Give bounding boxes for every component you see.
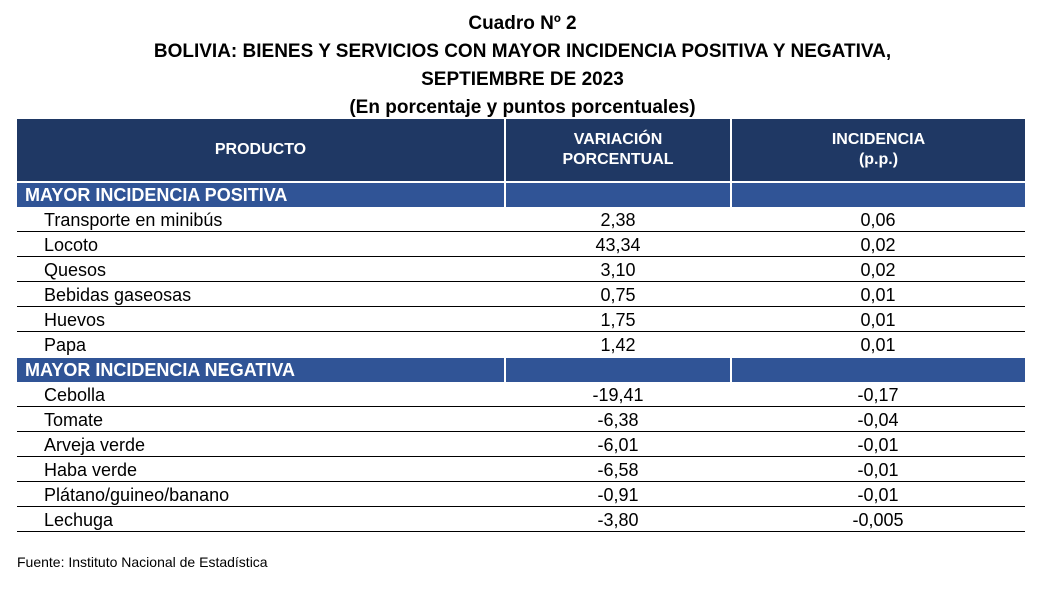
cell-incidencia: -0,04 xyxy=(731,406,1025,432)
table-row: Haba verde -6,58 -0,01 xyxy=(17,456,1025,482)
table-row: Lechuga -3,80 -0,005 xyxy=(17,506,1025,532)
cell-producto: Lechuga xyxy=(17,506,505,532)
section-cell-empty xyxy=(731,356,1025,382)
cell-producto: Plátano/guineo/banano xyxy=(17,481,505,507)
cell-producto: Arveja verde xyxy=(17,431,505,457)
title-line-2: BOLIVIA: BIENES Y SERVICIOS CON MAYOR IN… xyxy=(153,41,892,62)
cell-producto: Cebolla xyxy=(17,382,505,407)
incidence-table: PRODUCTO VARIACIÓN PORCENTUAL INCIDENCIA… xyxy=(17,119,1025,532)
cell-incidencia: -0,17 xyxy=(731,382,1025,407)
title-line-4: (En porcentaje y puntos porcentuales) xyxy=(349,97,696,118)
cell-incidencia: -0,01 xyxy=(731,456,1025,482)
table-body: MAYOR INCIDENCIA POSITIVA Transporte en m… xyxy=(17,181,1025,532)
table-row: Papa 1,42 0,01 xyxy=(17,331,1025,358)
cell-producto: Transporte en minibús xyxy=(17,207,505,232)
table-row: Arveja verde -6,01 -0,01 xyxy=(17,431,1025,457)
table-title: Cuadro Nº 2 BOLIVIA: BIENES Y SERVICIOS … xyxy=(0,10,1045,122)
cell-producto: Papa xyxy=(17,331,505,358)
cell-producto: Quesos xyxy=(17,256,505,282)
cell-variacion: -6,01 xyxy=(505,431,731,457)
cell-variacion: -3,80 xyxy=(505,506,731,532)
title-line-3: SEPTIEMBRE DE 2023 xyxy=(421,69,624,90)
table-row: Plátano/guineo/banano -0,91 -0,01 xyxy=(17,481,1025,507)
cell-incidencia: 0,01 xyxy=(731,281,1025,307)
table-header-row: PRODUCTO VARIACIÓN PORCENTUAL INCIDENCIA… xyxy=(17,119,1025,182)
cell-incidencia: 0,06 xyxy=(731,207,1025,232)
table-row: Locoto 43,34 0,02 xyxy=(17,231,1025,257)
table-row: Tomate -6,38 -0,04 xyxy=(17,406,1025,432)
table-row: Huevos 1,75 0,01 xyxy=(17,306,1025,332)
section-row: MAYOR INCIDENCIA POSITIVA xyxy=(17,181,1025,207)
cell-variacion: 1,75 xyxy=(505,306,731,332)
header-incidencia: INCIDENCIA (p.p.) xyxy=(731,119,1025,182)
cell-incidencia: -0,005 xyxy=(731,506,1025,532)
cell-variacion: 2,38 xyxy=(505,207,731,232)
cell-producto: Locoto xyxy=(17,231,505,257)
cell-variacion: -19,41 xyxy=(505,382,731,407)
section-label: MAYOR INCIDENCIA NEGATIVA xyxy=(17,356,506,382)
cell-variacion: -6,58 xyxy=(505,456,731,482)
cell-incidencia: 0,02 xyxy=(731,256,1025,282)
cell-variacion: 3,10 xyxy=(505,256,731,282)
header-variacion: VARIACIÓN PORCENTUAL xyxy=(505,119,732,182)
section-cell-empty xyxy=(505,356,732,382)
cell-variacion: -6,38 xyxy=(505,406,731,432)
cell-producto: Tomate xyxy=(17,406,505,432)
cell-incidencia: -0,01 xyxy=(731,481,1025,507)
cell-incidencia: 0,02 xyxy=(731,231,1025,257)
cell-producto: Bebidas gaseosas xyxy=(17,281,505,307)
table-row: Cebolla -19,41 -0,17 xyxy=(17,382,1025,407)
cell-producto: Haba verde xyxy=(17,456,505,482)
cell-variacion: 43,34 xyxy=(505,231,731,257)
cell-incidencia: 0,01 xyxy=(731,306,1025,332)
table-row: Bebidas gaseosas 0,75 0,01 xyxy=(17,281,1025,307)
section-cell-empty xyxy=(505,181,732,207)
data-table-container: PRODUCTO VARIACIÓN PORCENTUAL INCIDENCIA… xyxy=(17,119,1025,532)
table-row: Transporte en minibús 2,38 0,06 xyxy=(17,207,1025,232)
cell-variacion: 0,75 xyxy=(505,281,731,307)
cell-incidencia: 0,01 xyxy=(731,331,1025,358)
section-row: MAYOR INCIDENCIA NEGATIVA xyxy=(17,356,1025,382)
table-row: Quesos 3,10 0,02 xyxy=(17,256,1025,282)
cell-variacion: -0,91 xyxy=(505,481,731,507)
section-label: MAYOR INCIDENCIA POSITIVA xyxy=(17,181,506,207)
cell-producto: Huevos xyxy=(17,306,505,332)
source-footnote: Fuente: Instituto Nacional de Estadístic… xyxy=(17,554,268,570)
cell-variacion: 1,42 xyxy=(505,331,731,358)
cell-incidencia: -0,01 xyxy=(731,431,1025,457)
title-line-1: Cuadro Nº 2 xyxy=(468,13,577,34)
section-cell-empty xyxy=(731,181,1025,207)
header-producto: PRODUCTO xyxy=(17,119,506,182)
